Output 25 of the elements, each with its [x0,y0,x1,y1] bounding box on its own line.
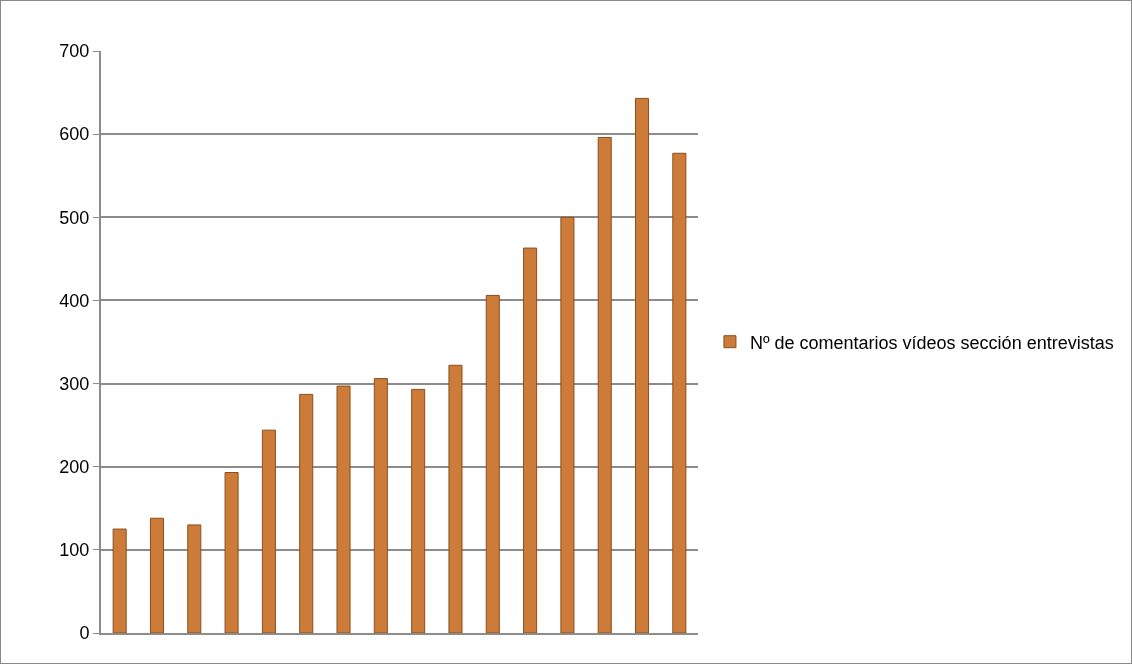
bar [299,393,314,633]
y-tick-label: 600 [59,124,90,145]
legend-label: Nº de comentarios vídeos sección entrevistas [749,332,1114,353]
bar [448,364,463,633]
bar [224,472,239,633]
bar [411,388,426,633]
y-tick-label: 300 [59,373,90,394]
bar [112,528,127,633]
y-tick-label: 200 [59,457,90,478]
bar [149,517,164,633]
y-tick-label: 0 [79,623,90,644]
y-tick-label: 700 [59,41,90,62]
bar [560,216,575,633]
bar [261,429,276,633]
y-tick-label: 400 [59,290,90,311]
y-tick-label: 500 [59,207,90,228]
bar [485,294,500,633]
bar [336,385,351,633]
y-tick-label: 100 [59,540,90,561]
bar [672,152,687,633]
bar [635,97,650,633]
bar [187,524,202,633]
bar [523,247,538,633]
bar [597,136,612,633]
bar [373,378,388,633]
